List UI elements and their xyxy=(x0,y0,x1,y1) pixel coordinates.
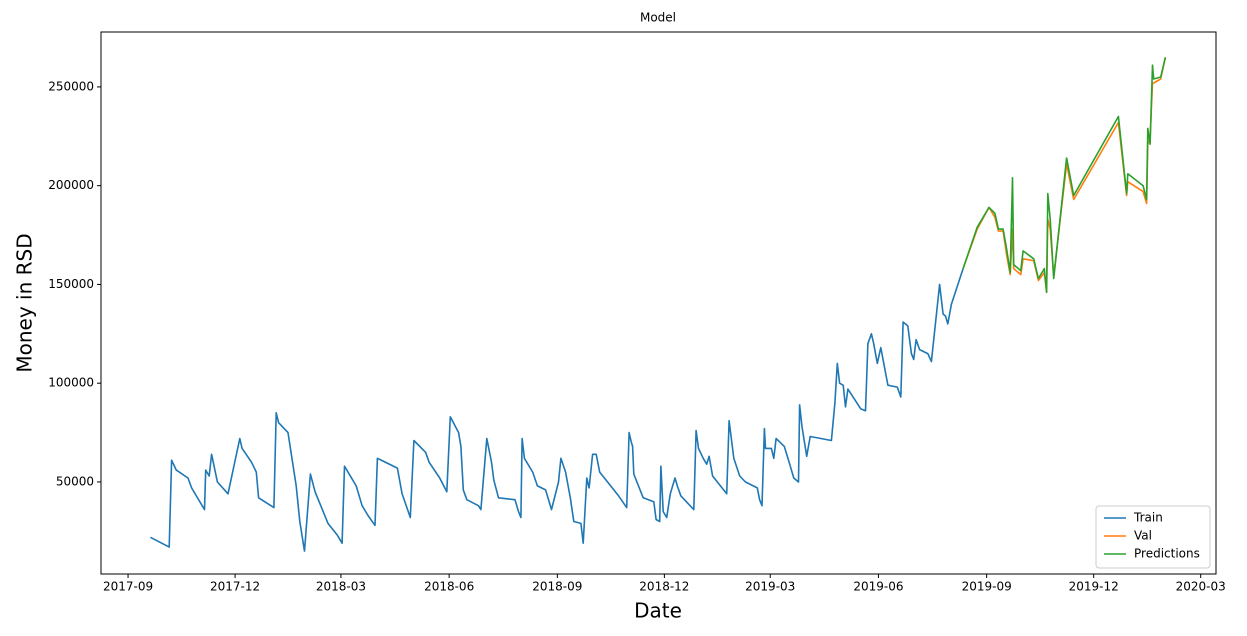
y-tick-label: 250000 xyxy=(48,79,94,93)
series-line xyxy=(150,268,964,552)
x-tick-label: 2019-06 xyxy=(853,580,903,594)
plot-frame xyxy=(100,31,1217,575)
x-tick-label: 2017-09 xyxy=(103,580,153,594)
y-tick-label: 100000 xyxy=(48,376,94,390)
x-tick-label: 2017-12 xyxy=(210,580,260,594)
y-axis-label: Money in RSD xyxy=(13,233,37,372)
y-tick-label: 50000 xyxy=(56,474,94,488)
x-tick-label: 2018-03 xyxy=(316,580,366,594)
x-tick-label: 2018-06 xyxy=(424,580,474,594)
legend-label: Val xyxy=(1134,529,1152,543)
x-tick-label: 2018-12 xyxy=(639,580,689,594)
x-tick-label: 2018-09 xyxy=(532,580,582,594)
x-tick-label: 2019-03 xyxy=(745,580,795,594)
legend: Train Val Predictions xyxy=(1095,505,1211,569)
legend-box xyxy=(1095,505,1211,569)
x-tick-label: 2019-09 xyxy=(962,580,1012,594)
x-tick-label: 2020-03 xyxy=(1176,580,1226,594)
legend-label: Train xyxy=(1133,511,1163,525)
series-line xyxy=(962,57,1167,294)
x-axis-label: Date xyxy=(634,599,682,623)
y-tick-label: 200000 xyxy=(48,178,94,192)
chart-title: Model xyxy=(640,11,676,25)
x-tick-label: 2019-12 xyxy=(1069,580,1119,594)
y-tick-label: 150000 xyxy=(48,277,94,291)
legend-label: Predictions xyxy=(1134,547,1200,561)
